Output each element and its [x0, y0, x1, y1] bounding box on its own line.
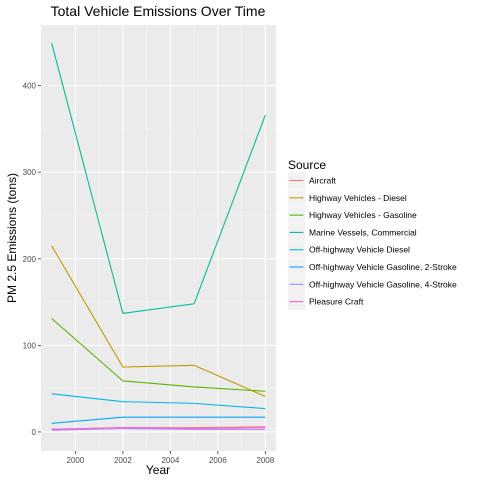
x-tick-label: 2004: [161, 456, 179, 465]
series-line-2: [51, 245, 266, 397]
series-line-7: [51, 427, 266, 431]
y-axis-label: PM 2.5 Emissions (tons): [5, 173, 19, 303]
series-line-3: [51, 318, 266, 392]
y-axis-ticks: 0 100 200 300 400: [23, 82, 41, 437]
plot-panel: [41, 25, 276, 451]
x-tick-label: 2000: [67, 456, 85, 465]
series-line-4: [51, 43, 266, 314]
legend-label: Aircraft: [309, 176, 337, 186]
chart-title: Total Vehicle Emissions Over Time: [51, 3, 266, 19]
legend-label: Highway Vehicles - Diesel: [309, 193, 407, 203]
x-tick-label: 2006: [209, 456, 227, 465]
series-line-5: [51, 393, 266, 410]
series-line-8: [51, 427, 266, 430]
major-gridlines: [41, 25, 276, 451]
legend-label: Highway Vehicles - Gasoline: [309, 210, 417, 220]
x-axis-label: Year: [146, 463, 170, 477]
series-lines: [51, 43, 266, 431]
y-tick-label: 100: [23, 341, 37, 350]
legend-label: Pleasure Craft: [309, 297, 364, 307]
legend-label: Off-highway Vehicle Diesel: [309, 245, 410, 255]
x-tick-label: 2002: [114, 456, 132, 465]
legend-title: Source: [288, 158, 326, 172]
minor-gridlines: [41, 25, 276, 451]
x-tick-label: 2008: [256, 456, 274, 465]
y-tick-label: 200: [23, 255, 37, 264]
legend-label: Off-highway Vehicle Gasoline, 4-Stroke: [309, 279, 457, 289]
y-tick-label: 400: [23, 82, 37, 91]
x-axis-ticks: 2000 2002 2004 2006 2008: [67, 451, 275, 465]
y-tick-label: 0: [32, 428, 37, 437]
y-tick-label: 300: [23, 168, 37, 177]
series-line-6: [51, 416, 266, 424]
legend-label: Marine Vessels, Commercial: [309, 227, 417, 237]
legend-label: Off-highway Vehicle Gasoline, 2-Stroke: [309, 262, 457, 272]
legend-items: Aircraft Highway Vehicles - Diesel Highway…: [288, 172, 457, 311]
legend: Source Aircraft Highway Vehicles - Diesel…: [288, 158, 457, 311]
